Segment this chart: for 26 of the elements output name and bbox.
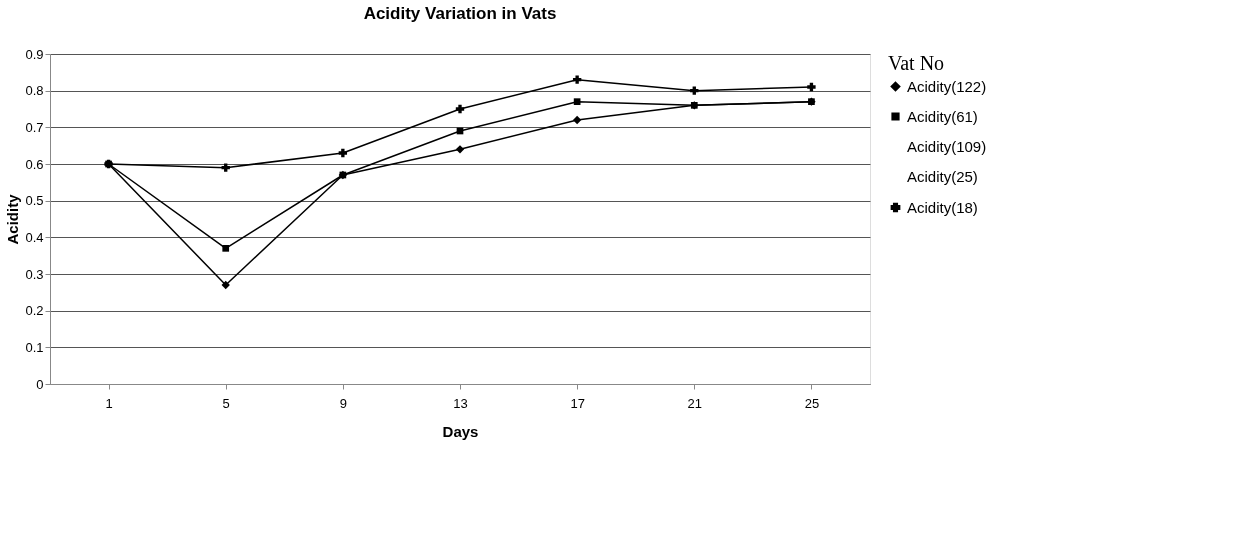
legend-label: Acidity(61)	[907, 107, 978, 125]
text: Acidity(25)	[907, 167, 978, 185]
y-tick-label: 0.1	[25, 339, 44, 355]
text: Acidity(109)	[907, 137, 987, 155]
x-tick-label: 5	[222, 395, 230, 411]
y-tick-label: 0.3	[25, 266, 44, 282]
y-tick-label: 0.2	[25, 303, 44, 319]
x-tick-label: 1	[105, 395, 113, 411]
legend-label: Acidity(18)	[907, 198, 978, 216]
y-tick-label: 0	[36, 376, 44, 392]
y-tick-label: 0.7	[25, 119, 44, 135]
y-tick-label: 0.9	[25, 46, 44, 62]
x-tick-label: 17	[570, 395, 585, 411]
y-tick-label: 0.5	[25, 193, 44, 209]
x-tick-label: 21	[687, 395, 703, 411]
y-tick-label: 0.8	[25, 83, 44, 99]
x-axis-title: Days	[442, 422, 479, 440]
y-tick-label: 0.4	[25, 229, 44, 245]
x-tick-label: 13	[453, 395, 468, 411]
y-tick-label: 0.6	[25, 156, 44, 172]
legend-title: Vat No	[888, 52, 945, 74]
y-axis-title: Acidity	[4, 193, 22, 245]
chart-title: Acidity Variation in Vats	[363, 4, 557, 23]
x-tick-label: 9	[339, 395, 347, 411]
legend-label: Acidity(122)	[907, 77, 987, 95]
x-tick-label: 25	[804, 395, 820, 411]
